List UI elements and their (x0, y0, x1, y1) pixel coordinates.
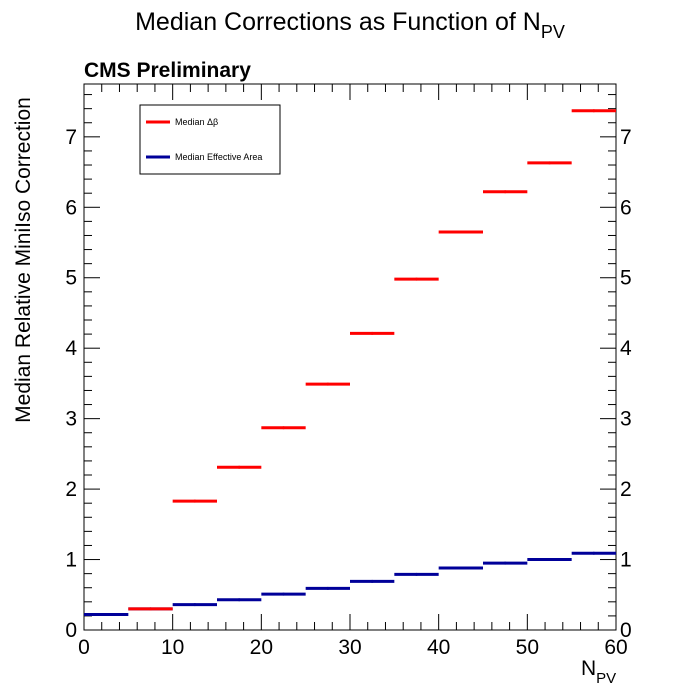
bin-point (548, 161, 551, 165)
bin-point (282, 426, 285, 430)
chart-title: Median Corrections as Function of NPV (135, 8, 565, 42)
y-tick-label: 0 (65, 619, 77, 642)
y-tick-label: 7 (65, 126, 77, 149)
y-tick-label: 1 (65, 549, 77, 572)
y-tick-label: 6 (65, 196, 77, 219)
bin-point (282, 592, 285, 596)
bin-point (370, 579, 374, 583)
bin-point (415, 277, 418, 281)
x-tick-label: 0 (78, 636, 90, 659)
series-effective-area (84, 551, 616, 617)
bin-point (237, 465, 241, 469)
bin-point (459, 230, 463, 234)
axis-ticks: 0 10 20 30 40 50 600 01 12 23 34 45 56 67 7 (65, 84, 632, 659)
y-tick-label-right: 6 (620, 196, 632, 219)
y-axis-label: Median Relative MiniIso Correction (12, 97, 35, 423)
legend-label-effective-area: Median Effective Area (175, 152, 262, 162)
bin-point (503, 561, 507, 565)
bin-point (193, 603, 197, 607)
y-tick-label-right: 4 (620, 337, 632, 360)
bin-point (415, 572, 418, 576)
y-tick-label-right: 2 (620, 478, 632, 501)
y-tick-label-right: 1 (620, 549, 632, 572)
series-delta-beta (128, 109, 616, 611)
bin-point (326, 586, 330, 590)
x-tick-label: 60 (604, 636, 627, 659)
bin-point (592, 551, 596, 555)
x-tick-label: 30 (338, 636, 361, 659)
cms-label: CMS Preliminary (84, 59, 251, 82)
y-tick-label: 2 (65, 478, 77, 501)
bin-point (370, 331, 374, 335)
bin-point (104, 613, 108, 617)
bin-point (149, 607, 152, 611)
x-tick-label: 50 (516, 636, 539, 659)
x-tick-label: 20 (250, 636, 273, 659)
data-series (84, 109, 616, 617)
y-tick-label-right: 7 (620, 126, 632, 149)
bin-point (459, 566, 463, 570)
legend-box (139, 104, 281, 175)
y-tick-label: 4 (65, 337, 77, 360)
legend: Median Δβ Median Effective Area (139, 104, 281, 175)
y-tick-label-right: 0 (620, 619, 632, 642)
y-tick-label: 3 (65, 408, 77, 431)
bin-point (548, 558, 551, 562)
y-tick-label-right: 5 (620, 267, 632, 290)
bin-point (503, 190, 507, 194)
bin-point (237, 598, 241, 602)
x-tick-label: 40 (427, 636, 450, 659)
bin-point (193, 499, 197, 503)
legend-label-delta-beta: Median Δβ (175, 117, 218, 127)
x-axis-label: NPV (581, 657, 616, 687)
y-tick-label-right: 3 (620, 408, 632, 431)
bin-point (592, 109, 596, 113)
bin-point (326, 382, 330, 386)
x-tick-label: 10 (161, 636, 184, 659)
y-tick-label: 5 (65, 267, 77, 290)
